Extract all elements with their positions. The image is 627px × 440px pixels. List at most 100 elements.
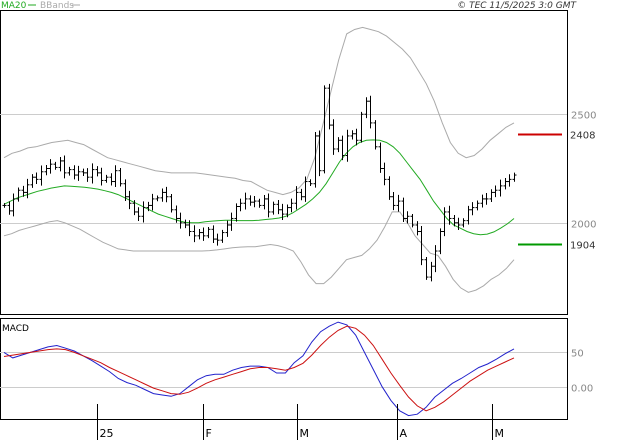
price-bar (169, 194, 174, 213)
price-bar (354, 128, 359, 146)
price-bar (164, 186, 169, 203)
ma20-series (3, 139, 515, 236)
price-bar (192, 225, 197, 243)
price-bar (206, 226, 211, 239)
price-bar (345, 129, 350, 162)
price-bar (234, 203, 239, 222)
support-label: 1904 (570, 241, 595, 252)
price-bar (507, 174, 512, 187)
price-bar (225, 220, 230, 237)
price-bar (378, 142, 383, 173)
price-bar (368, 95, 373, 129)
price-bar (248, 195, 253, 206)
price-bar (95, 166, 100, 177)
price-bar (155, 195, 160, 202)
macd-axis-ticks: 500.00 (571, 349, 593, 395)
bollinger-bands (3, 26, 515, 293)
price-bar (289, 198, 294, 213)
x-tick-label: A (400, 427, 408, 440)
price-bar (442, 207, 447, 237)
macd-title: MACD (2, 324, 29, 334)
price-bar (396, 194, 401, 212)
ma20-legend: MA20 (1, 1, 27, 11)
price-bar (364, 97, 369, 119)
price-bar (76, 165, 81, 181)
macd-tick-label: 0.00 (571, 384, 593, 395)
price-bar (410, 213, 415, 228)
axis-gutter (568, 10, 627, 420)
price-bar (48, 159, 53, 174)
resistance-label: 2408 (570, 131, 595, 142)
price-bar (470, 202, 475, 216)
price-bar (391, 192, 396, 211)
price-bar (150, 193, 155, 211)
price-bar (34, 172, 39, 185)
price-bar (44, 164, 49, 176)
price-bar (280, 203, 285, 220)
price-bar (104, 174, 109, 183)
bb-upper-line (3, 26, 515, 196)
price-bar (113, 165, 118, 188)
price-bar (327, 83, 332, 130)
price-bar (123, 179, 128, 202)
price-bar (132, 200, 137, 216)
price-bar (262, 195, 267, 210)
price-axis-ticks: 2500 2000 (571, 111, 596, 231)
price-bar (480, 194, 485, 208)
bbands-legend: BBands (40, 1, 74, 11)
price-bar (81, 168, 86, 176)
price-bar (498, 179, 503, 197)
price-bar (447, 205, 452, 225)
price-bar (174, 205, 179, 223)
price-bar (313, 132, 318, 188)
price-bar (211, 225, 216, 243)
price-bar (85, 168, 90, 182)
price-bar (90, 163, 95, 184)
macd-series (3, 321, 515, 417)
price-bar (461, 218, 466, 228)
price-bar (308, 179, 313, 187)
macd-panel-frame (0, 318, 568, 420)
price-bar (484, 193, 489, 205)
price-bar (359, 111, 364, 143)
price-bar (2, 203, 7, 208)
macd-gridlines (0, 352, 567, 388)
x-tick-label: 25 (100, 427, 114, 440)
price-bar (452, 214, 457, 227)
signal-series (3, 325, 515, 412)
price-bar (503, 178, 508, 190)
price-tick-label: 2000 (571, 220, 596, 231)
price-bar (276, 200, 281, 215)
price-bar (373, 120, 378, 150)
price-bar (294, 186, 299, 210)
price-bar (72, 165, 77, 180)
price-bar (257, 198, 262, 208)
price-bar (21, 185, 26, 197)
price-bar (405, 211, 410, 224)
x-axis-ticks: 25 F M A M (97, 404, 504, 440)
price-bar (489, 189, 494, 203)
price-bar (424, 256, 429, 280)
bb-lower-line (3, 211, 515, 293)
price-bar (415, 221, 420, 236)
price-bar (340, 135, 345, 161)
price-bar (220, 229, 225, 243)
price-bar (252, 196, 257, 208)
price-bar (299, 188, 304, 201)
price-bar (30, 174, 35, 188)
price-bar (322, 85, 327, 174)
price-bar (336, 137, 341, 153)
x-tick-label: M (300, 427, 310, 440)
price-bar (331, 119, 336, 155)
price-bar (401, 197, 406, 222)
price-bar (183, 219, 188, 229)
price-bar (109, 173, 114, 186)
price-gridlines (0, 114, 567, 224)
price-bar (197, 229, 202, 240)
price-bar (512, 172, 517, 182)
price-bar (433, 245, 438, 273)
price-bar (53, 161, 58, 170)
price-bar (178, 212, 183, 229)
macd-lines (3, 321, 515, 417)
